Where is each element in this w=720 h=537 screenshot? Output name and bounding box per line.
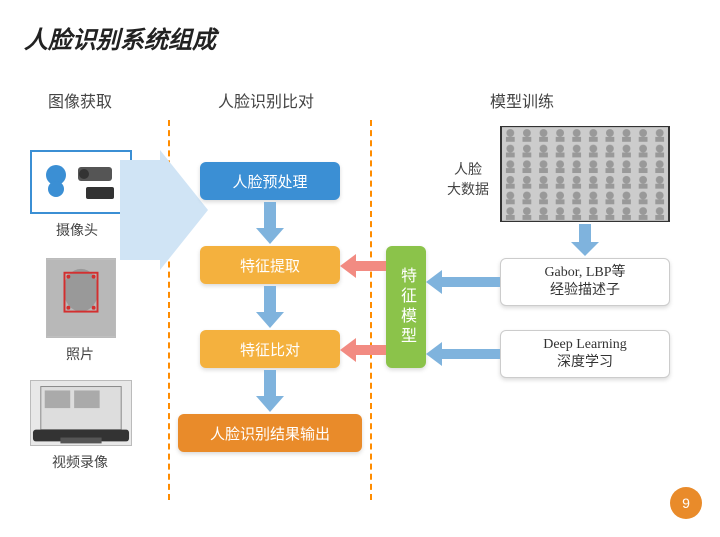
slide-title: 人脸识别系统组成 [24,20,216,55]
feature-model-box: 特征模型 [386,246,426,368]
divider-2 [370,120,372,500]
arrow-model-to-compare [340,338,386,362]
deeplearning-box: Deep Learning 深度学习 [500,330,670,378]
arrow-dl-to-model [426,342,500,366]
photo-image [46,258,116,338]
arrow-gabor-to-model [426,270,500,294]
col-header-1: 图像获取 [48,88,112,112]
big-input-arrow [120,150,210,270]
arrow-bigdata-down [571,224,599,256]
gabor-box: Gabor, LBP等 经验描述子 [500,258,670,306]
preprocess-box: 人脸预处理 [200,162,340,200]
col-header-2: 人脸识别比对 [218,88,314,112]
bigdata-label: 人脸大数据 [444,160,492,199]
camera-caption: 摄像头 [56,220,98,240]
page-number: 9 [670,487,702,519]
col-header-3: 模型训练 [490,88,554,112]
arrow-model-to-extract [340,254,386,278]
camera-image [30,150,132,214]
feature-extract-box: 特征提取 [200,246,340,284]
photo-caption: 照片 [66,344,94,364]
arrow-pre-to-extract [256,202,284,244]
feature-compare-box: 特征比对 [200,330,340,368]
video-image [30,380,132,446]
video-caption: 视频录像 [52,452,108,472]
face-grid-image [500,126,670,222]
arrow-extract-to-compare [256,286,284,328]
output-box: 人脸识别结果输出 [178,414,362,452]
arrow-compare-to-output [256,370,284,412]
